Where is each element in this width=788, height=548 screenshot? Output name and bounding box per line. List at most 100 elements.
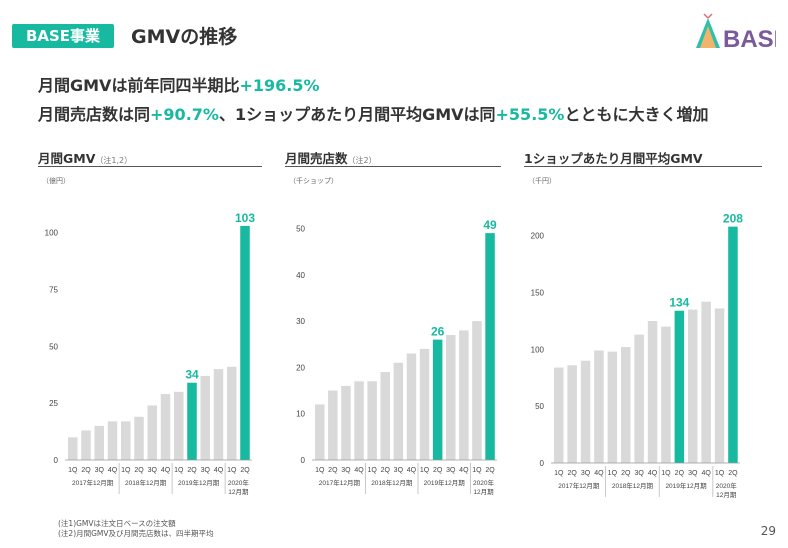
x-tick-label: 3Q: [201, 467, 211, 474]
x-tick-label: 2Q: [675, 470, 685, 477]
x-tick-label: 1Q: [68, 467, 78, 474]
x-tick-label: 2Q: [187, 467, 197, 474]
x-group-label: 2020年: [473, 478, 494, 487]
x-tick-label: 3Q: [95, 467, 105, 474]
x-tick-label: 3Q: [581, 470, 591, 477]
bar: [393, 362, 404, 460]
bar: [580, 360, 591, 463]
bar: [472, 321, 482, 460]
x-tick-label: 4Q: [214, 467, 224, 474]
y-tick-label: 10: [296, 410, 305, 419]
bar: [200, 375, 210, 460]
x-tick-label: 4Q: [161, 467, 171, 474]
x-group-label: 2018年12月期: [612, 481, 654, 490]
x-group-label: 2018年12月期: [371, 478, 413, 487]
y-tick-label: 100: [531, 345, 545, 354]
bar: [354, 381, 364, 460]
footnote-1: (注1)GMVは注文日ベースの注文額: [58, 519, 176, 528]
x-tick-label: 1Q: [715, 470, 725, 477]
y-tick-label: 100: [45, 229, 59, 238]
x-tick-label: 1Q: [554, 470, 564, 477]
x-tick-label: 3Q: [688, 470, 698, 477]
x-tick-label: 1Q: [315, 467, 325, 474]
x-tick-label: 1Q: [608, 470, 618, 477]
bar: [701, 301, 711, 463]
x-tick-label: 2Q: [433, 467, 443, 474]
x-tick-label: 3Q: [634, 470, 644, 477]
bar: [594, 350, 604, 463]
bar: [406, 353, 417, 460]
bar: [328, 390, 338, 460]
data-label: 103: [235, 211, 255, 225]
bar: [714, 308, 725, 463]
page-title: GMVの推移: [131, 26, 238, 48]
y-tick-label: 25: [49, 399, 58, 408]
bar: [68, 437, 78, 460]
x-tick-label: 2Q: [81, 467, 91, 474]
x-group-label: 2019年12月期: [178, 478, 220, 487]
x-tick-label: 4Q: [407, 467, 417, 474]
unit-label: （億円）: [42, 176, 70, 185]
page-number: 29: [760, 524, 776, 538]
x-group-label: 2019年12月期: [424, 478, 466, 487]
bar: [459, 330, 469, 460]
bar: [634, 334, 644, 463]
bar: [567, 365, 577, 463]
x-tick-label: 3Q: [446, 467, 456, 474]
bar: [419, 348, 430, 460]
bar: [621, 347, 631, 463]
y-tick-label: 75: [49, 286, 58, 295]
x-group-label: 12月期: [716, 491, 737, 499]
bar: [661, 326, 671, 463]
bar: [607, 351, 618, 463]
logo-text: BASE: [723, 26, 776, 52]
x-group-label: 2019年12月期: [665, 481, 707, 490]
x-tick-label: 4Q: [701, 470, 711, 477]
y-tick-label: 40: [296, 271, 305, 280]
x-tick-label: 4Q: [648, 470, 658, 477]
bar: [227, 366, 237, 460]
x-tick-label: 3Q: [394, 467, 404, 474]
x-tick-label: 2Q: [621, 470, 631, 477]
section-badge: BASE事業: [12, 24, 114, 48]
bar: [647, 320, 658, 463]
x-group-label: 12月期: [473, 488, 494, 496]
x-group-label: 2017年12月期: [319, 478, 361, 487]
divider: [38, 166, 262, 167]
base-logo: BASE: [696, 13, 776, 52]
x-tick-label: 1Q: [367, 467, 377, 474]
x-tick-label: 1Q: [174, 467, 184, 474]
headline-line-2: 月間売店数は同+90.7%、1ショップあたり月間平均GMVは同+55.5%ととも…: [38, 105, 709, 124]
x-tick-label: 2Q: [485, 467, 495, 474]
unit-label: （千円）: [528, 176, 556, 185]
y-tick-label: 200: [531, 232, 545, 241]
bar: [134, 416, 144, 460]
bar: [315, 404, 325, 460]
bar: [674, 310, 685, 463]
bar: [187, 382, 197, 460]
bar: [107, 421, 118, 460]
x-tick-label: 2Q: [567, 470, 577, 477]
bar: [240, 225, 250, 460]
chart-title-avg-gmv: 1ショップあたり月間平均GMV: [524, 151, 703, 166]
bar: [688, 309, 698, 463]
x-tick-label: 2Q: [240, 467, 250, 474]
data-label: 134: [669, 296, 689, 310]
unit-label: （千ショップ）: [289, 176, 338, 185]
bar: [432, 339, 443, 460]
bar: [446, 335, 456, 460]
bar: [728, 226, 738, 463]
y-tick-label: 50: [296, 225, 305, 234]
x-tick-label: 2Q: [728, 470, 738, 477]
bar: [81, 430, 91, 460]
data-label: 49: [483, 218, 497, 232]
x-tick-label: 2Q: [381, 467, 391, 474]
y-tick-label: 50: [49, 342, 58, 351]
x-group-label: 2018年12月期: [125, 478, 167, 487]
x-tick-label: 1Q: [472, 467, 482, 474]
x-tick-label: 4Q: [459, 467, 469, 474]
x-tick-label: 1Q: [121, 467, 131, 474]
bar: [367, 381, 377, 460]
